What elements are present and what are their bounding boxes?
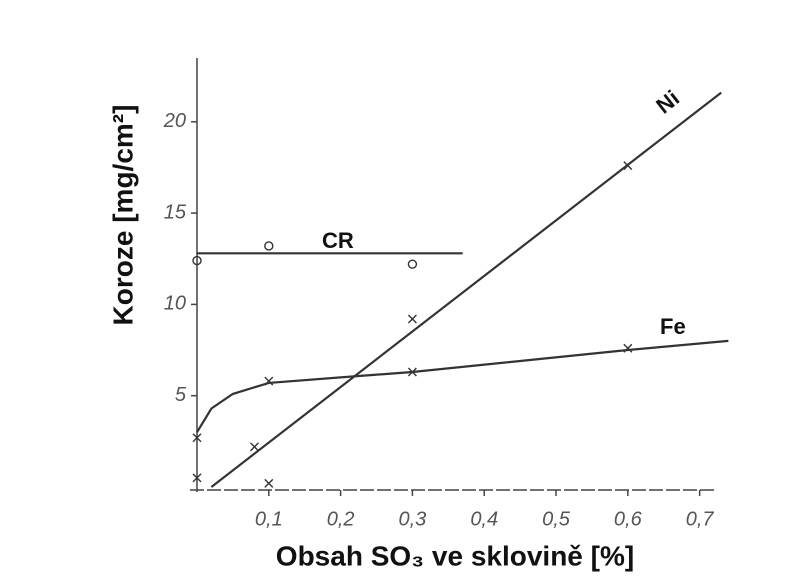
series-curve [210, 91, 722, 488]
x-axis-title: Obsah SO₃ ve sklovině [%] [276, 540, 634, 571]
data-point [249, 442, 259, 452]
data-point [264, 241, 274, 251]
data-point [192, 255, 202, 266]
y-tick-label: 15 [164, 201, 187, 223]
series-curve [196, 339, 729, 433]
x-tick-label: 0,7 [686, 508, 715, 530]
data-point [192, 433, 202, 443]
data-point [623, 161, 633, 171]
y-tick-label: 5 [175, 384, 187, 406]
x-tick-label: 0,3 [399, 508, 427, 530]
data-point [407, 367, 417, 377]
series-label: CR [322, 228, 354, 253]
data-point [192, 473, 202, 483]
y-axis-title: Koroze [mg/cm²] [107, 105, 138, 326]
series-label: Ni [651, 85, 684, 118]
data-point [407, 259, 418, 269]
data-point [623, 343, 633, 353]
x-tick-label: 0,1 [255, 508, 283, 530]
x-tick-label: 0,2 [327, 508, 355, 530]
y-tick-label: 20 [163, 110, 186, 132]
y-tick-label: 10 [164, 293, 186, 315]
series-label: Fe [660, 314, 686, 339]
data-point [264, 478, 274, 488]
data-point [407, 314, 417, 324]
x-tick-label: 0,4 [470, 508, 498, 530]
x-tick-label: 0,5 [542, 508, 571, 530]
x-tick-label: 0,6 [614, 508, 643, 530]
data-point [264, 376, 274, 386]
